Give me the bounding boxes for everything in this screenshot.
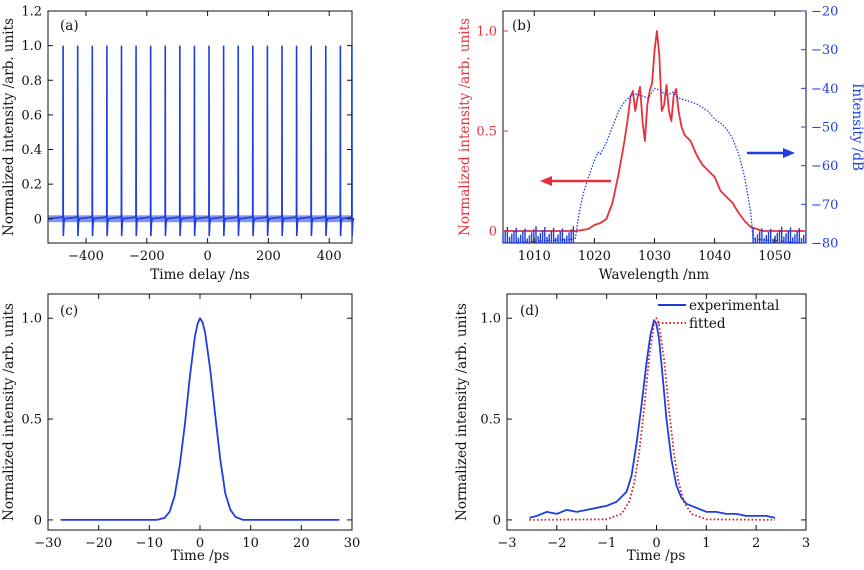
y-tick-label: 0.6: [21, 108, 42, 123]
x-tick-label: 1: [702, 536, 710, 551]
panel-b-label: (b): [512, 18, 531, 34]
x-tick-label: 1050: [758, 249, 791, 264]
left-axis-arrow: [540, 176, 611, 186]
x-tick-label: 30: [344, 536, 361, 551]
panel-b-y-axis-title: Normalized intensity /arb. units: [457, 18, 473, 236]
series-pulse-train-line: [47, 45, 355, 237]
panel-d-legend: experimental fitted: [658, 298, 779, 332]
panel-a: −400 −200 0 200 400 0 0.2 0.4 0.6 0.8 1.0 1.2 (a) T…: [1, 5, 355, 283]
panel-a-y-axis-title: Normalized intensity /arb. units: [1, 18, 17, 236]
x-tick-label: −1: [597, 536, 616, 551]
y-tick-label: 0.2: [21, 178, 42, 193]
x-tick-label: −30: [34, 536, 61, 551]
x-tick-label: −400: [68, 249, 104, 264]
panel-c: −30 −20 −10 0 10 20 30 0 0.5 1.0 (c) Time /ps Nor…: [1, 293, 361, 564]
series-autocorrelation-line: [60, 317, 340, 521]
y-tick-label: 1.0: [480, 312, 501, 327]
x-tick-label: 0: [652, 536, 660, 551]
y-tick-label: 1.2: [21, 5, 42, 20]
series-linear-spectrum-line: [504, 30, 805, 232]
panel-c-y-axis-title: Normalized intensity /arb. units: [1, 303, 17, 521]
y-tick-label: 0.5: [480, 413, 501, 428]
y-tick-label: 1.0: [21, 312, 42, 327]
panel-d-x-axis-title: Time /ps: [627, 548, 686, 564]
x-tick-label: 2: [752, 536, 760, 551]
series-log-spectrum-line: [504, 87, 805, 244]
right-y-tick-label: −40: [811, 82, 838, 97]
x-tick-label: 10: [242, 536, 259, 551]
series-experimental-line: [529, 319, 776, 519]
x-tick-label: 1030: [638, 249, 671, 264]
panel-a-label: (a): [60, 18, 79, 34]
x-tick-label: 0: [203, 249, 211, 264]
y-tick-label: 1.0: [21, 39, 42, 54]
panel-a-x-axis-title: Time delay /ns: [150, 267, 250, 283]
y-tick-label: 0.4: [21, 143, 42, 158]
x-tick-label: 1020: [578, 249, 611, 264]
panel-d-label: (d): [520, 303, 539, 319]
panel-d-y-axis-title: Normalized intensity /arb. units: [454, 303, 470, 521]
noise-band: [48, 215, 352, 223]
panel-c-frame: [47, 293, 353, 531]
y-tick-label: 1.0: [476, 25, 497, 40]
panel-d: −3 −2 −1 0 1 2 3 0 0.5 1.0 (d) Time /ps Normalize…: [454, 293, 810, 564]
x-tick-label: −2: [547, 536, 566, 551]
x-tick-label: 0: [196, 536, 204, 551]
x-tick-label: −10: [136, 536, 163, 551]
right-y-tick-label: −30: [811, 43, 838, 58]
right-y-tick-label: −50: [811, 121, 838, 136]
panel-b: 1010 1020 1030 1040 1050 0 0.5 1.0 −80 −70 −60 −50 −…: [457, 5, 864, 284]
x-tick-label: 1010: [518, 249, 551, 264]
panel-c-x-axis-title: Time /ps: [171, 548, 230, 564]
right-y-tick-label: −70: [811, 198, 838, 213]
y-tick-label: 0.5: [476, 125, 497, 140]
right-y-tick-label: −80: [811, 237, 838, 252]
y-tick-label: 0: [34, 513, 42, 528]
y-tick-label: 0: [489, 225, 497, 240]
right-y-tick-label: −20: [811, 5, 838, 20]
y-tick-label: 0: [34, 212, 42, 227]
series-fitted-line: [529, 317, 776, 521]
y-tick-label: 0: [493, 513, 501, 528]
panel-b-x-axis-title: Wavelength /nm: [599, 267, 710, 283]
x-tick-label: 1040: [698, 249, 731, 264]
y-tick-label: 0.5: [21, 413, 42, 428]
legend-label-experimental: experimental: [689, 298, 779, 314]
legend-label-fitted: fitted: [689, 316, 726, 332]
x-tick-label: −200: [129, 249, 165, 264]
panel-a-frame: [47, 10, 353, 244]
panel-c-label: (c): [60, 303, 78, 319]
right-y-tick-label: −60: [811, 159, 838, 174]
x-tick-label: 3: [802, 536, 810, 551]
x-tick-label: 400: [317, 249, 342, 264]
x-tick-label: −3: [497, 536, 516, 551]
panel-b-right-axis-title: Intensity /dB: [849, 83, 864, 171]
x-tick-label: −20: [85, 536, 112, 551]
x-tick-label: 20: [293, 536, 310, 551]
x-tick-label: 200: [256, 249, 281, 264]
y-tick-label: 0.8: [21, 74, 42, 89]
right-axis-arrow: [747, 148, 795, 158]
